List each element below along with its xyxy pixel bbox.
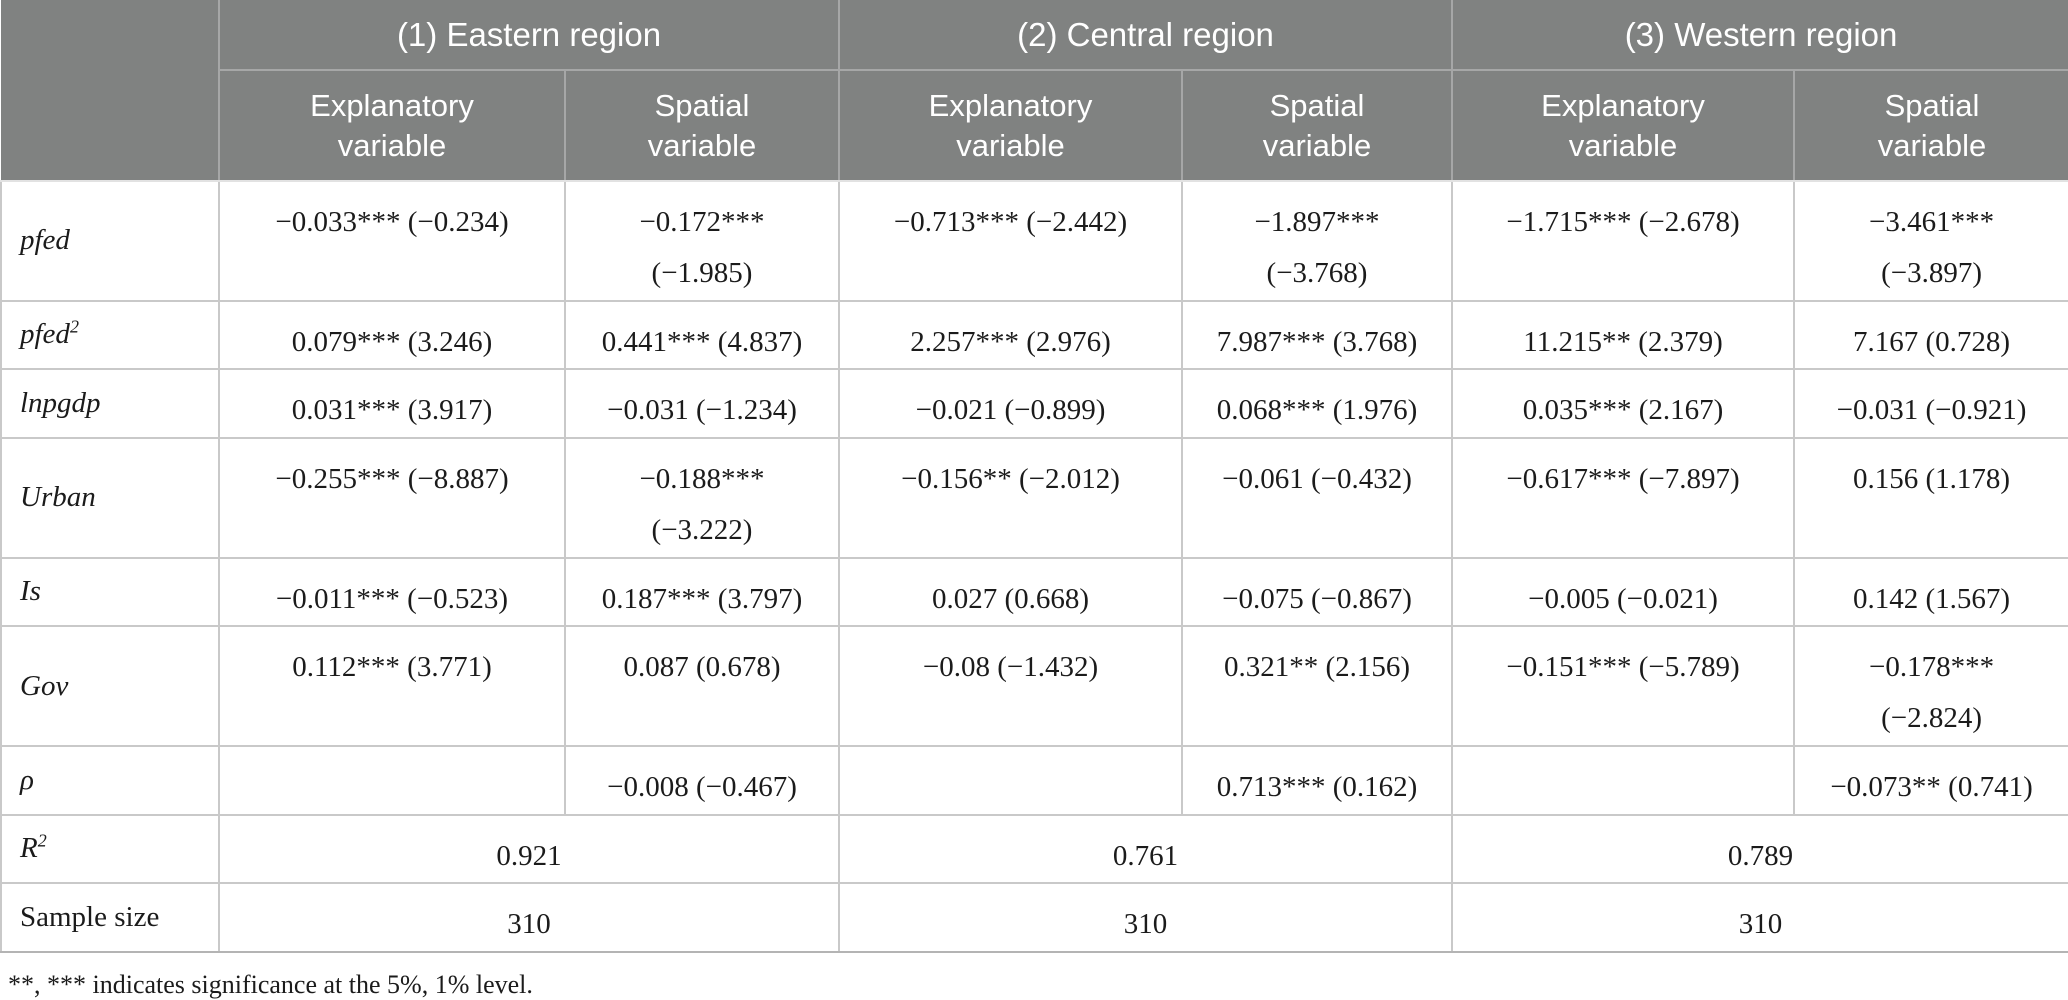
subheader-label: Spatial variable [1262,87,1372,163]
region-header-eastern: (1) Eastern region [217,0,840,71]
table-cell: 0.087 (0.678) [563,625,841,747]
table-cell: −0.178*** (−2.824) [1793,625,2068,747]
table-cell: 0.031*** (3.917) [218,368,566,439]
table-cell: 310 [838,882,1454,953]
subheader-label: Spatial variable [647,87,757,163]
table-cell: 0.441*** (4.837) [563,299,841,371]
table-cell: −0.713*** (−2.442) [838,180,1184,302]
subheader-central-spatial: Spatial variable [1181,70,1453,182]
row-label-r-squared: R2 [0,813,220,885]
table-cell: 0.035*** (2.167) [1451,368,1796,439]
subheader-eastern-spatial: Spatial variable [563,70,840,182]
table-cell: 0.068*** (1.976) [1181,368,1454,439]
table-cell: 2.257*** (2.976) [838,299,1184,371]
table-cell: 0.921 [217,813,841,885]
table-cell: −0.011*** (−0.523) [218,556,566,628]
row-label-pfed-squared: pfed2 [0,299,220,371]
subheader-western-explanatory: Explanatory variable [1451,70,1795,182]
table-cell: −0.031 (−1.234) [563,368,841,439]
table-cell: 310 [217,882,841,953]
table-cell: 0.027 (0.668) [838,556,1184,628]
subheader-label: Explanatory variable [928,87,1093,163]
row-label-rho: ρ [0,744,220,816]
table-cell: 310 [1451,882,2068,953]
subheader-label: Spatial variable [1877,87,1987,163]
table-cell: −0.005 (−0.021) [1451,556,1796,628]
table-cell: −0.031 (−0.921) [1793,368,2068,439]
table-cell: 0.079*** (3.246) [218,299,566,371]
table-cell: −0.073** (0.741) [1793,744,2068,816]
table-cell: −0.021 (−0.899) [838,368,1184,439]
table-cell: 0.789 [1451,813,2068,885]
table-cell [218,744,566,816]
table-cell: 0.187*** (3.797) [563,556,841,628]
regression-results-table: (1) Eastern region (2) Central region (3… [0,0,2068,953]
table-row-gov: Gov 0.112*** (3.771) 0.087 (0.678) −0.08… [0,625,2068,747]
row-label-is: Is [0,556,220,628]
table-cell: −0.008 (−0.467) [563,744,841,816]
table-cell: −0.255*** (−8.887) [218,437,566,559]
table-cell: 0.713*** (0.162) [1181,744,1454,816]
row-label-lnpgdp: lnpgdp [0,368,220,439]
corner-cell [1,0,220,182]
significance-footnote: **, *** indicates significance at the 5%… [8,970,533,999]
table-cell: −0.188*** (−3.222) [563,437,841,559]
table-cell: −1.897*** (−3.768) [1181,180,1454,302]
table-row-pfed-squared: pfed2 0.079*** (3.246) 0.441*** (4.837) … [0,299,2068,371]
table-cell: 0.156 (1.178) [1793,437,2068,559]
table-row-urban: Urban −0.255*** (−8.887) −0.188*** (−3.2… [0,437,2068,559]
table-cell: −3.461*** (−3.897) [1793,180,2068,302]
table-cell: 0.761 [838,813,1454,885]
table-cell: −1.715*** (−2.678) [1451,180,1796,302]
table-cell: −0.075 (−0.867) [1181,556,1454,628]
row-label-gov: Gov [0,625,220,747]
table-cell: 0.321** (2.156) [1181,625,1454,747]
table-cell: 0.142 (1.567) [1793,556,2068,628]
row-label-urban: Urban [0,437,220,559]
table-cell [1451,744,1796,816]
subheader-label: Explanatory variable [310,87,474,163]
table-row-lnpgdp: lnpgdp 0.031*** (3.917) −0.031 (−1.234) … [0,368,2068,439]
table-cell: 7.167 (0.728) [1793,299,2068,371]
subheader-label: Explanatory variable [1541,87,1705,163]
table-cell: −0.151*** (−5.789) [1451,625,1796,747]
table-cell: −0.033*** (−0.234) [218,180,566,302]
subheader-eastern-explanatory: Explanatory variable [218,70,565,182]
table-cell: −0.08 (−1.432) [838,625,1184,747]
row-label-pfed: pfed [0,180,220,302]
table-cell: 0.112*** (3.771) [218,625,566,747]
table-row-rho: ρ −0.008 (−0.467) 0.713*** (0.162) −0.07… [0,744,2068,816]
table-cell: −0.156** (−2.012) [838,437,1184,559]
table-row-pfed: pfed −0.033*** (−0.234) −0.172*** (−1.98… [0,180,2068,302]
table-cell: −0.172*** (−1.985) [563,180,841,302]
region-header-western: (3) Western region [1451,0,2068,71]
table-cell [838,744,1184,816]
table-cell: −0.061 (−0.432) [1181,437,1454,559]
table-cell: −0.617*** (−7.897) [1451,437,1796,559]
table-cell: 7.987*** (3.768) [1181,299,1454,371]
table-cell: 11.215** (2.379) [1451,299,1796,371]
subheader-central-explanatory: Explanatory variable [838,70,1183,182]
row-label-sample-size: Sample size [0,882,220,953]
table-row-is: Is −0.011*** (−0.523) 0.187*** (3.797) 0… [0,556,2068,628]
subheader-western-spatial: Spatial variable [1793,70,2068,182]
region-header-central: (2) Central region [838,0,1453,71]
table-row-sample-size: Sample size 310 310 310 [0,882,2068,953]
table-row-r-squared: R2 0.921 0.761 0.789 [0,813,2068,885]
